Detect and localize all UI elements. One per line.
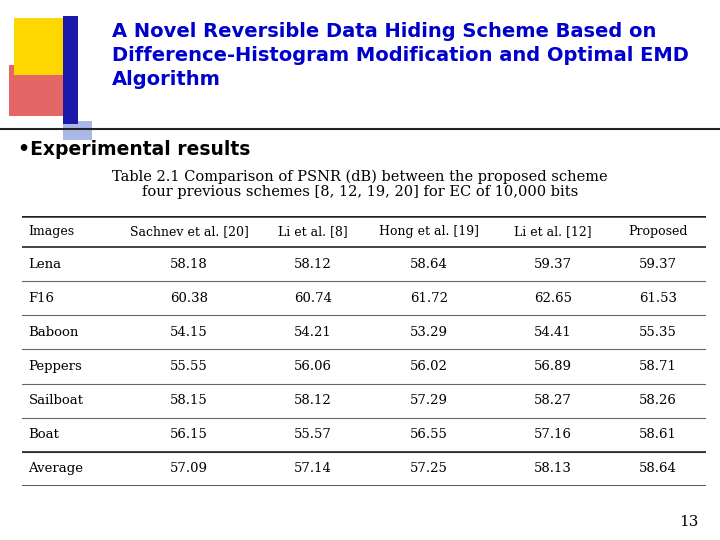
Text: 55.35: 55.35 <box>639 326 678 339</box>
Text: Sachnev et al. [20]: Sachnev et al. [20] <box>130 225 248 238</box>
Text: 58.71: 58.71 <box>639 360 678 373</box>
Text: 58.64: 58.64 <box>410 258 448 271</box>
Text: 58.12: 58.12 <box>294 394 331 407</box>
Text: 57.25: 57.25 <box>410 462 448 475</box>
Text: 58.26: 58.26 <box>639 394 678 407</box>
Text: Baboon: Baboon <box>29 326 78 339</box>
Text: Li et al. [12]: Li et al. [12] <box>514 225 592 238</box>
Text: 58.18: 58.18 <box>170 258 208 271</box>
Text: Average: Average <box>29 462 84 475</box>
Text: 58.13: 58.13 <box>534 462 572 475</box>
Text: 59.37: 59.37 <box>639 258 678 271</box>
Text: 56.02: 56.02 <box>410 360 448 373</box>
Text: 60.74: 60.74 <box>294 292 332 305</box>
Text: 53.29: 53.29 <box>410 326 448 339</box>
Text: •Experimental results: •Experimental results <box>18 140 251 159</box>
Text: Li et al. [8]: Li et al. [8] <box>278 225 348 238</box>
Text: Boat: Boat <box>29 428 59 441</box>
Text: F16: F16 <box>29 292 55 305</box>
Text: 55.55: 55.55 <box>170 360 208 373</box>
Text: 59.37: 59.37 <box>534 258 572 271</box>
Text: 54.15: 54.15 <box>170 326 208 339</box>
Text: Table 2.1 Comparison of PSNR (dB) between the proposed scheme: Table 2.1 Comparison of PSNR (dB) betwee… <box>112 170 608 185</box>
Text: Proposed: Proposed <box>629 225 688 238</box>
Text: Images: Images <box>29 225 75 238</box>
Text: 54.21: 54.21 <box>294 326 331 339</box>
Text: 56.15: 56.15 <box>170 428 208 441</box>
Text: four previous schemes [8, 12, 19, 20] for EC of 10,000 bits: four previous schemes [8, 12, 19, 20] fo… <box>142 185 578 199</box>
Text: 57.16: 57.16 <box>534 428 572 441</box>
Text: Hong et al. [19]: Hong et al. [19] <box>379 225 479 238</box>
Text: 61.53: 61.53 <box>639 292 678 305</box>
Text: 58.61: 58.61 <box>639 428 678 441</box>
Text: 57.29: 57.29 <box>410 394 448 407</box>
Text: Lena: Lena <box>29 258 62 271</box>
Text: 58.64: 58.64 <box>639 462 678 475</box>
Text: 58.27: 58.27 <box>534 394 572 407</box>
Text: 13: 13 <box>679 515 698 529</box>
Text: 55.57: 55.57 <box>294 428 332 441</box>
Text: 56.06: 56.06 <box>294 360 332 373</box>
Text: 56.89: 56.89 <box>534 360 572 373</box>
Text: Peppers: Peppers <box>29 360 82 373</box>
Text: 60.38: 60.38 <box>170 292 208 305</box>
Text: Sailboat: Sailboat <box>29 394 84 407</box>
Text: 57.09: 57.09 <box>170 462 208 475</box>
Text: A Novel Reversible Data Hiding Scheme Based on
Difference-Histogram Modification: A Novel Reversible Data Hiding Scheme Ba… <box>112 22 688 89</box>
Text: 57.14: 57.14 <box>294 462 332 475</box>
Text: 54.41: 54.41 <box>534 326 572 339</box>
Text: 56.55: 56.55 <box>410 428 448 441</box>
Text: 62.65: 62.65 <box>534 292 572 305</box>
Text: 58.15: 58.15 <box>170 394 208 407</box>
Text: 61.72: 61.72 <box>410 292 448 305</box>
Text: 58.12: 58.12 <box>294 258 331 271</box>
